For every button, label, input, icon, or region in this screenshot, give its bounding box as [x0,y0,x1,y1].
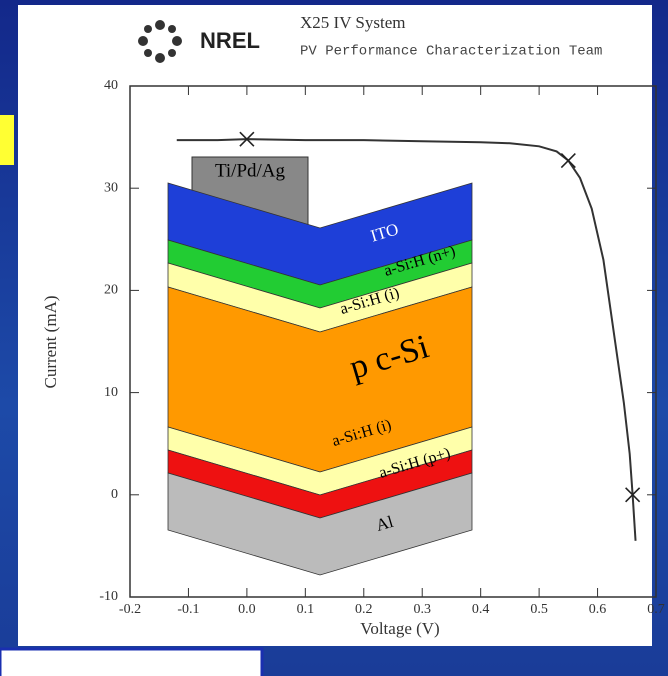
x-axis-label: Voltage (V) [360,619,439,638]
x-tick-label: -0.1 [177,602,199,617]
x-tick-label: 0.7 [647,602,665,617]
x-tick-label: -0.2 [119,602,141,617]
y-tick-label: 10 [104,385,118,400]
y-tick-label: 0 [111,487,118,502]
contact-label: Ti/Pd/Ag [215,160,286,181]
x-tick-label: 0.2 [355,602,373,617]
x-tick-label: 0.4 [472,602,490,617]
y-tick-label: 30 [104,180,118,195]
chart: NREL X25 IV System PV Performance Charac… [0,0,668,676]
x-tick-label: 0.3 [413,602,431,617]
y-tick-label: 20 [104,283,118,298]
y-axis-label: Current (mA) [41,295,60,388]
x-tick-label: 0.0 [238,602,256,617]
x-tick-label: 0.1 [297,602,315,617]
logo-text: NREL [200,28,260,53]
y-tick-label: -10 [99,589,118,604]
y-tick-label: 40 [104,78,118,93]
x-tick-label: 0.6 [589,602,607,617]
chart-subtitle: PV Performance Characterization Team [300,44,602,60]
chart-title: X25 IV System [300,13,405,32]
slide: NREL X25 IV System PV Performance Charac… [0,0,668,676]
accent-box [0,115,14,165]
x-tick-label: 0.5 [530,602,548,617]
caption-box [0,649,262,676]
